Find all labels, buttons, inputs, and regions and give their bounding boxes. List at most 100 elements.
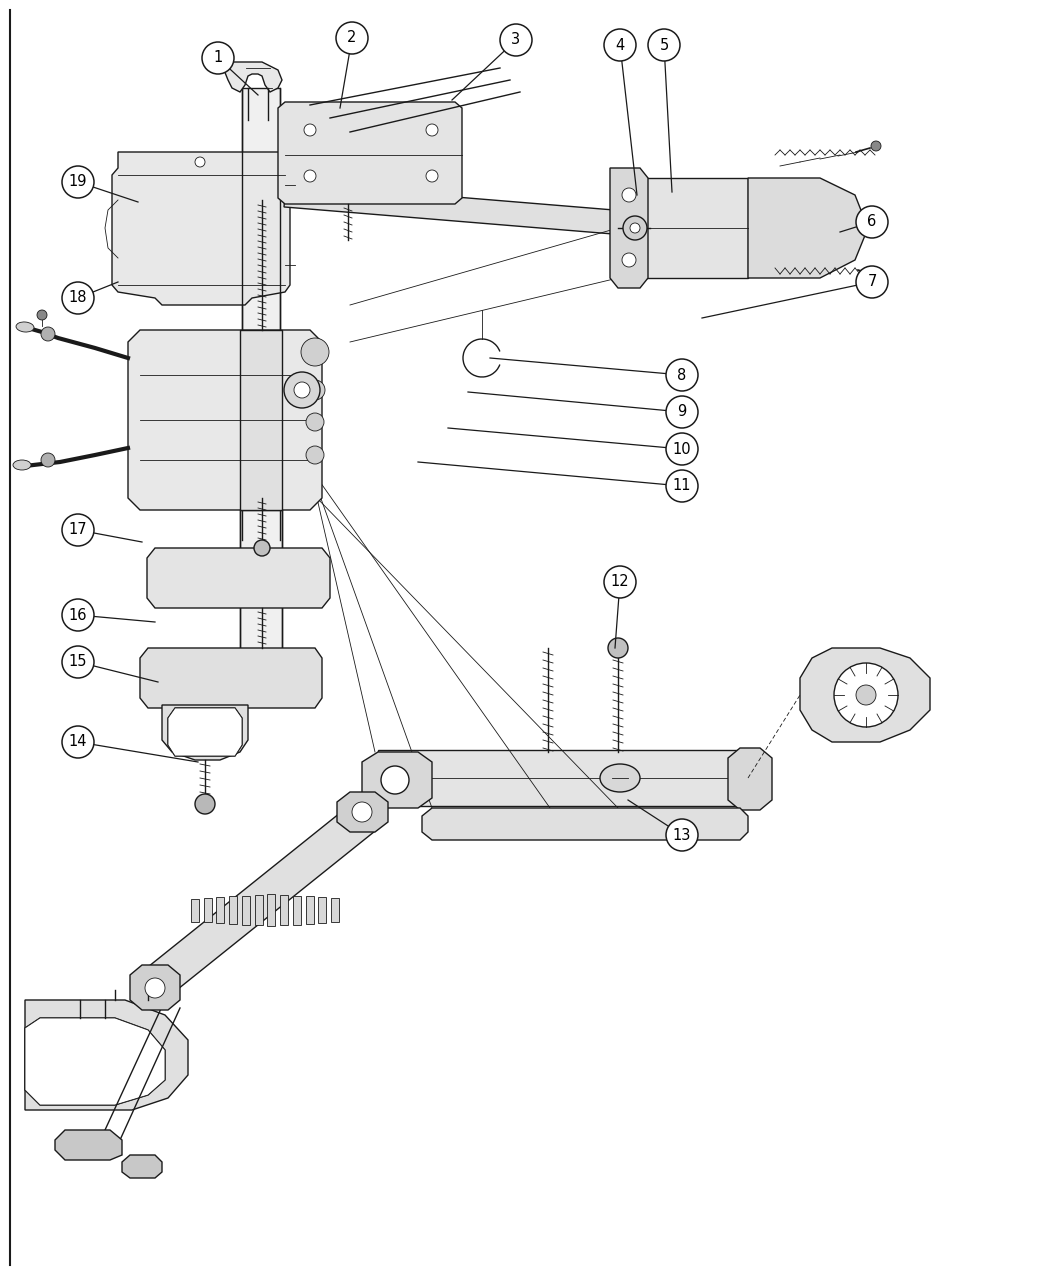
Circle shape <box>872 142 881 150</box>
Polygon shape <box>362 752 432 808</box>
Polygon shape <box>25 1017 165 1105</box>
Circle shape <box>834 663 898 727</box>
Circle shape <box>41 326 55 340</box>
Polygon shape <box>728 748 772 810</box>
Circle shape <box>604 29 636 61</box>
Text: 9: 9 <box>677 404 687 419</box>
Circle shape <box>62 725 94 759</box>
Circle shape <box>37 310 47 320</box>
Text: 2: 2 <box>348 31 357 46</box>
Circle shape <box>195 157 205 167</box>
Polygon shape <box>610 168 648 288</box>
Polygon shape <box>168 708 242 756</box>
Circle shape <box>195 794 215 813</box>
Bar <box>216 898 225 923</box>
Circle shape <box>666 360 698 391</box>
Polygon shape <box>378 750 748 806</box>
Circle shape <box>62 599 94 631</box>
Text: 8: 8 <box>677 367 687 382</box>
Polygon shape <box>278 102 462 204</box>
Circle shape <box>426 170 438 182</box>
Circle shape <box>666 397 698 428</box>
Polygon shape <box>130 965 180 1010</box>
Circle shape <box>304 170 316 182</box>
Polygon shape <box>748 179 868 278</box>
Text: 6: 6 <box>867 214 877 230</box>
Circle shape <box>622 187 636 201</box>
Text: 14: 14 <box>68 734 87 750</box>
Polygon shape <box>240 330 282 510</box>
Circle shape <box>666 470 698 502</box>
Circle shape <box>352 802 372 822</box>
Polygon shape <box>112 152 290 305</box>
Circle shape <box>381 766 410 794</box>
Circle shape <box>336 22 367 54</box>
Circle shape <box>426 124 438 136</box>
Circle shape <box>41 453 55 467</box>
Circle shape <box>304 124 316 136</box>
Polygon shape <box>224 62 282 92</box>
Polygon shape <box>128 330 322 510</box>
Bar <box>204 898 212 922</box>
Polygon shape <box>618 179 748 278</box>
Polygon shape <box>136 794 386 1003</box>
Polygon shape <box>55 1130 122 1160</box>
Polygon shape <box>122 1155 162 1178</box>
Circle shape <box>648 29 680 61</box>
Bar <box>255 895 262 926</box>
Polygon shape <box>242 88 280 541</box>
Circle shape <box>856 207 888 238</box>
Circle shape <box>202 42 234 74</box>
Text: 5: 5 <box>659 37 669 52</box>
Circle shape <box>145 978 165 998</box>
Polygon shape <box>337 792 388 833</box>
Ellipse shape <box>13 460 32 470</box>
Circle shape <box>604 566 636 598</box>
Circle shape <box>856 266 888 298</box>
Ellipse shape <box>600 764 640 792</box>
Text: 4: 4 <box>615 37 625 52</box>
Bar <box>268 894 275 926</box>
Text: 12: 12 <box>611 575 629 589</box>
Circle shape <box>500 24 532 56</box>
Bar <box>280 895 288 926</box>
Polygon shape <box>140 648 322 708</box>
Bar <box>306 896 314 924</box>
Polygon shape <box>168 708 242 756</box>
Text: 7: 7 <box>867 274 877 289</box>
Circle shape <box>304 380 326 400</box>
Circle shape <box>62 514 94 546</box>
Bar <box>242 895 250 924</box>
Bar <box>191 899 200 922</box>
Polygon shape <box>422 808 748 840</box>
Text: 15: 15 <box>68 654 87 669</box>
Bar <box>318 898 327 923</box>
Polygon shape <box>800 648 930 742</box>
Text: 11: 11 <box>673 478 691 493</box>
Circle shape <box>306 446 324 464</box>
Circle shape <box>666 819 698 850</box>
Circle shape <box>62 166 94 198</box>
Circle shape <box>873 273 883 283</box>
Text: 17: 17 <box>68 523 87 538</box>
Text: 1: 1 <box>213 51 223 65</box>
Circle shape <box>62 646 94 678</box>
Text: 19: 19 <box>68 175 87 190</box>
Text: 10: 10 <box>673 441 691 456</box>
Bar <box>229 896 237 924</box>
Text: 3: 3 <box>511 32 521 47</box>
Circle shape <box>623 215 647 240</box>
Circle shape <box>622 252 636 266</box>
Circle shape <box>62 282 94 314</box>
Circle shape <box>666 434 698 465</box>
Text: 13: 13 <box>673 827 691 843</box>
Circle shape <box>254 541 270 556</box>
Ellipse shape <box>16 323 34 332</box>
Polygon shape <box>162 705 248 760</box>
Bar <box>331 898 339 922</box>
Text: 16: 16 <box>68 607 87 622</box>
Circle shape <box>294 382 310 398</box>
Circle shape <box>284 372 320 408</box>
Bar <box>293 895 300 924</box>
Polygon shape <box>240 510 282 655</box>
